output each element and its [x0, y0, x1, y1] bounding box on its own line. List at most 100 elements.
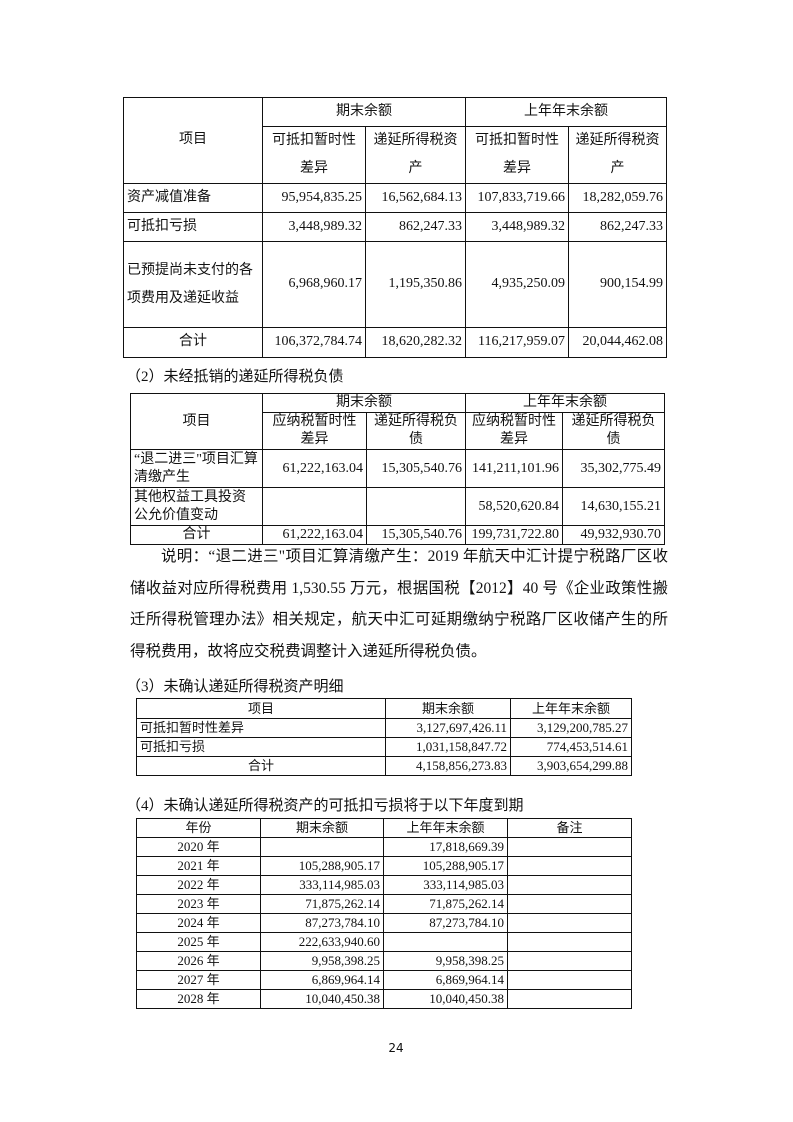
- cell-year: 2023 年: [136, 894, 261, 914]
- cell-note: [507, 894, 632, 914]
- note-paragraph: 说明：“退二进三"项目汇算清缴产生：2019 年航天中汇计提宁税路厂区收储收益对…: [130, 548, 668, 660]
- header-cur-diff: 应纳税暂时性差异: [262, 412, 367, 450]
- cell-current: 333,114,985.03: [260, 875, 384, 895]
- cell-note: [507, 932, 632, 952]
- header-current: 期末余额: [260, 818, 384, 838]
- cell-note: [507, 837, 632, 857]
- table-row: 已预提尚未支付的各项费用及递延收益 6,968,960.17 1,195,350.8…: [123, 241, 667, 328]
- cell-item: 其他权益工具投资公允价值变动: [130, 487, 263, 526]
- cell-cur-diff: 95,954,835.25: [262, 183, 366, 213]
- cell-cur-diff: 3,448,989.32: [262, 212, 366, 242]
- cell-prior-diff: 199,731,722.80: [465, 525, 563, 545]
- table-row: 其他权益工具投资公允价值变动 58,520,620.84 14,630,155.21: [130, 487, 665, 526]
- table-row: 资产减值准备 95,954,835.25 16,562,684.13 107,833,…: [123, 183, 667, 213]
- table-row: 2026 年 9,958,398.25 9,958,398.25: [136, 951, 632, 971]
- cell-current: 6,869,964.14: [260, 970, 384, 990]
- cell-note: [507, 970, 632, 990]
- header-prior-asset: 递延所得税资产: [568, 126, 667, 184]
- table-row: 2028 年 10,040,450.38 10,040,450.38: [136, 989, 632, 1009]
- cell-note: [507, 913, 632, 933]
- section-2-title: （2）未经抵销的递延所得税负债: [126, 369, 344, 385]
- table-row: 可抵扣亏损 3,448,989.32 862,247.33 3,448,989.32 8…: [123, 212, 667, 242]
- cell-prior: 17,818,669.39: [383, 837, 508, 857]
- cell-prior-asset: 20,044,462.08: [568, 327, 667, 358]
- cell-prior: 10,040,450.38: [383, 989, 508, 1009]
- cell-prior: 3,903,654,299.88: [510, 756, 632, 776]
- cell-current: 4,158,856,273.83: [385, 756, 511, 776]
- table-row: 合计 106,372,784.74 18,620,282.32 116,217,959…: [123, 327, 667, 358]
- cell-prior: 6,869,964.14: [383, 970, 508, 990]
- cell-prior-diff: 4,935,250.09: [465, 241, 569, 328]
- cell-note: [507, 951, 632, 971]
- cell-current: 10,040,450.38: [260, 989, 384, 1009]
- cell-year: 2021 年: [136, 856, 261, 876]
- cell-year: 2027 年: [136, 970, 261, 990]
- cell-current: 87,273,784.10: [260, 913, 384, 933]
- cell-cur-asset: 18,620,282.32: [365, 327, 466, 358]
- header-prior: 上年年末余额: [465, 97, 667, 127]
- header-prior-diff: 应纳税暂时性差异: [465, 412, 563, 450]
- header-item: 项目: [123, 97, 263, 184]
- cell-year: 2028 年: [136, 989, 261, 1009]
- cell-prior: [383, 932, 508, 952]
- cell-item: “退二进三"项目汇算清缴产生: [130, 449, 263, 488]
- cell-current: 3,127,697,426.11: [385, 718, 511, 738]
- cell-cur-diff: [262, 487, 367, 526]
- cell-current: 105,288,905.17: [260, 856, 384, 876]
- cell-item: 合计: [136, 756, 386, 776]
- cell-prior-asset: 900,154.99: [568, 241, 667, 328]
- cell-cur-liab: 15,305,540.76: [366, 449, 466, 488]
- header-cur-diff: 可抵扣暂时性差异: [262, 126, 366, 184]
- cell-prior-asset: 862,247.33: [568, 212, 667, 242]
- cell-note: [507, 989, 632, 1009]
- header-prior-diff: 可抵扣暂时性差异: [465, 126, 569, 184]
- header-prior-liab: 递延所得税负债: [562, 412, 665, 450]
- cell-prior-liab: 35,302,775.49: [562, 449, 665, 488]
- header-note: 备注: [507, 818, 632, 838]
- table-row: 合计 61,222,163.04 15,305,540.76 199,731,722.…: [130, 525, 665, 545]
- header-current: 期末余额: [262, 393, 466, 413]
- cell-item: 可抵扣亏损: [136, 737, 386, 757]
- cell-item: 可抵扣暂时性差异: [136, 718, 386, 738]
- section-4-title: （4）未确认递延所得税资产的可抵扣亏损将于以下年度到期: [126, 798, 524, 814]
- cell-current: 222,633,940.60: [260, 932, 384, 952]
- cell-cur-asset: 16,562,684.13: [365, 183, 466, 213]
- table-row: “退二进三"项目汇算清缴产生 61,222,163.04 15,305,540.76…: [130, 449, 665, 488]
- cell-cur-liab: [366, 487, 466, 526]
- header-year: 年份: [136, 818, 261, 838]
- table-row: 2022 年 333,114,985.03 333,114,985.03: [136, 875, 632, 895]
- cell-prior-diff: 107,833,719.66: [465, 183, 569, 213]
- header-prior: 上年年末余额: [383, 818, 508, 838]
- deferred-tax-assets-table: 项目 期末余额 上年年末余额 可抵扣暂时性差异 递延所得税资产 可抵扣暂时性差异…: [123, 97, 667, 358]
- cell-year: 2020 年: [136, 837, 261, 857]
- cell-year: 2024 年: [136, 913, 261, 933]
- header-cur-liab: 递延所得税负债: [366, 412, 466, 450]
- cell-cur-liab: 15,305,540.76: [366, 525, 466, 545]
- table-row: 可抵扣暂时性差异 3,127,697,426.11 3,129,200,785.27: [136, 718, 632, 738]
- cell-prior-liab: 49,932,930.70: [562, 525, 665, 545]
- cell-item: 资产减值准备: [123, 183, 263, 213]
- cell-cur-asset: 1,195,350.86: [365, 241, 466, 328]
- table-row: 2021 年 105,288,905.17 105,288,905.17: [136, 856, 632, 876]
- cell-prior: 3,129,200,785.27: [510, 718, 632, 738]
- cell-prior: 87,273,784.10: [383, 913, 508, 933]
- cell-current: 9,958,398.25: [260, 951, 384, 971]
- cell-cur-diff: 61,222,163.04: [262, 449, 367, 488]
- cell-cur-asset: 862,247.33: [365, 212, 466, 242]
- cell-item: 可抵扣亏损: [123, 212, 263, 242]
- cell-item: 合计: [130, 525, 263, 545]
- cell-cur-diff: 6,968,960.17: [262, 241, 366, 328]
- table-row: 2020 年 17,818,669.39: [136, 837, 632, 857]
- table-row: 2024 年 87,273,784.10 87,273,784.10: [136, 913, 632, 933]
- loss-expiry-table: 年份 期末余额 上年年末余额 备注 2020 年 17,818,669.39 202…: [136, 818, 632, 1009]
- cell-cur-diff: 106,372,784.74: [262, 327, 366, 358]
- cell-year: 2022 年: [136, 875, 261, 895]
- cell-prior: 333,114,985.03: [383, 875, 508, 895]
- table-row: 2025 年 222,633,940.60: [136, 932, 632, 952]
- header-item: 项目: [136, 698, 386, 719]
- header-cur-asset: 递延所得税资产: [365, 126, 466, 184]
- header-current: 期末余额: [385, 698, 511, 719]
- cell-prior: 774,453,514.61: [510, 737, 632, 757]
- header-prior: 上年年末余额: [510, 698, 632, 719]
- cell-prior-diff: 58,520,620.84: [465, 487, 563, 526]
